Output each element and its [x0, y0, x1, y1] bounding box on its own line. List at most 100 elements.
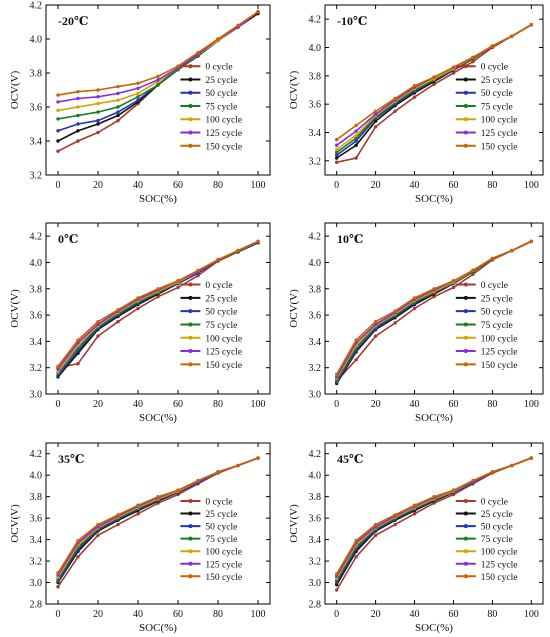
- data-point: [334, 160, 339, 164]
- data-point: [236, 23, 240, 28]
- legend-marker: [188, 143, 193, 148]
- data-point: [76, 139, 80, 143]
- data-point: [116, 319, 120, 324]
- x-tick-label: 40: [410, 180, 420, 191]
- legend-marker: [463, 511, 468, 516]
- legend-label: 50 cycle: [481, 308, 513, 318]
- y-tick-label: 3.2: [309, 156, 322, 167]
- plot-frame: [324, 4, 544, 176]
- legend-label: 100 cycle: [205, 548, 242, 558]
- x-axis-title: SOC(%): [139, 193, 177, 205]
- legend-label: 0 cycle: [481, 63, 508, 73]
- data-point: [393, 321, 397, 325]
- x-tick-label: 0: [334, 399, 339, 410]
- y-tick-label: 4.2: [309, 15, 322, 26]
- data-point: [96, 101, 100, 106]
- data-point: [510, 248, 514, 253]
- data-point: [490, 44, 495, 48]
- data-point: [56, 367, 60, 371]
- data-point: [451, 71, 456, 75]
- legend-marker: [463, 103, 468, 108]
- y-tick-label: 3.6: [30, 311, 43, 322]
- legend-marker: [188, 77, 193, 82]
- data-point: [196, 478, 200, 483]
- legend-marker: [188, 561, 193, 566]
- y-tick-label: 4.0: [30, 258, 43, 269]
- x-tick-label: 0: [334, 180, 339, 191]
- y-tick-label: 3.6: [30, 514, 43, 525]
- legend-label: 25 cycle: [481, 294, 513, 304]
- x-tick-label: 100: [524, 180, 539, 191]
- legend-label: 75 cycle: [481, 535, 513, 545]
- data-point: [393, 109, 397, 113]
- legend-marker: [463, 90, 468, 95]
- legend-marker: [463, 362, 468, 367]
- data-point: [116, 118, 120, 123]
- data-point: [56, 129, 60, 133]
- data-point: [136, 503, 140, 507]
- legend-label: 125 cycle: [205, 560, 242, 570]
- legend-marker: [188, 549, 193, 554]
- data-point: [432, 294, 436, 299]
- data-point: [334, 147, 339, 152]
- data-point: [412, 95, 417, 99]
- y-tick-label: 3.2: [30, 557, 43, 568]
- data-point: [136, 512, 140, 516]
- y-tick-label: 4.2: [30, 232, 43, 243]
- data-point: [176, 488, 180, 492]
- data-point: [76, 105, 80, 109]
- data-point: [96, 88, 100, 92]
- data-point: [56, 149, 60, 153]
- panel-title: -10℃: [337, 14, 367, 28]
- legend-marker: [188, 130, 193, 135]
- legend-label: 0 cycle: [481, 281, 508, 291]
- data-point: [451, 279, 456, 283]
- data-point: [136, 296, 140, 300]
- y-tick-label: 3.8: [309, 71, 322, 82]
- y-axis-title: OCV(V): [288, 289, 300, 328]
- chart-panel-4: 0 20 40 60 80 100 2.8 3.0 3.2 3.4 3.6 3.8 4.0 4.2 SOC(…: [9, 442, 271, 634]
- data-point: [412, 296, 417, 300]
- data-point: [334, 372, 339, 376]
- data-point: [56, 100, 60, 104]
- data-point: [96, 319, 100, 324]
- legend-label: 50 cycle: [481, 89, 513, 99]
- y-tick-label: 4.0: [309, 43, 322, 54]
- y-axis-title: OCV(V): [288, 70, 300, 109]
- y-tick-label: 3.2: [30, 363, 43, 374]
- data-point: [373, 334, 378, 338]
- data-point: [136, 98, 140, 102]
- legend-label: 25 cycle: [205, 294, 237, 304]
- legend-marker: [463, 561, 468, 566]
- x-tick-label: 80: [487, 180, 497, 191]
- legend-label: 75 cycle: [205, 321, 237, 331]
- data-point: [136, 86, 140, 91]
- legend-marker: [463, 295, 468, 300]
- x-tick-label: 60: [448, 399, 458, 410]
- x-axis-title: SOC(%): [415, 193, 453, 205]
- legend-marker: [188, 295, 193, 300]
- data-point: [116, 98, 120, 102]
- y-tick-label: 3.2: [30, 171, 43, 182]
- data-point: [96, 334, 100, 338]
- data-point: [136, 91, 140, 96]
- data-point: [334, 150, 339, 155]
- y-tick-label: 4.2: [309, 449, 322, 460]
- legend-marker: [463, 309, 468, 314]
- legend-label: 125 cycle: [481, 348, 518, 358]
- data-point: [373, 109, 378, 113]
- x-tick-label: 20: [93, 180, 103, 191]
- legend-marker: [188, 524, 193, 529]
- x-tick-label: 80: [213, 180, 223, 191]
- data-point: [354, 136, 358, 140]
- data-point: [334, 156, 339, 160]
- panel-title: 0℃: [58, 232, 78, 246]
- x-tick-label: 20: [371, 399, 381, 410]
- x-tick-label: 60: [448, 609, 458, 620]
- y-tick-label: 2.8: [309, 600, 322, 611]
- data-point: [373, 112, 378, 116]
- y-tick-label: 4.2: [30, 449, 43, 460]
- data-point: [490, 256, 495, 261]
- x-axis-title: SOC(%): [415, 412, 453, 424]
